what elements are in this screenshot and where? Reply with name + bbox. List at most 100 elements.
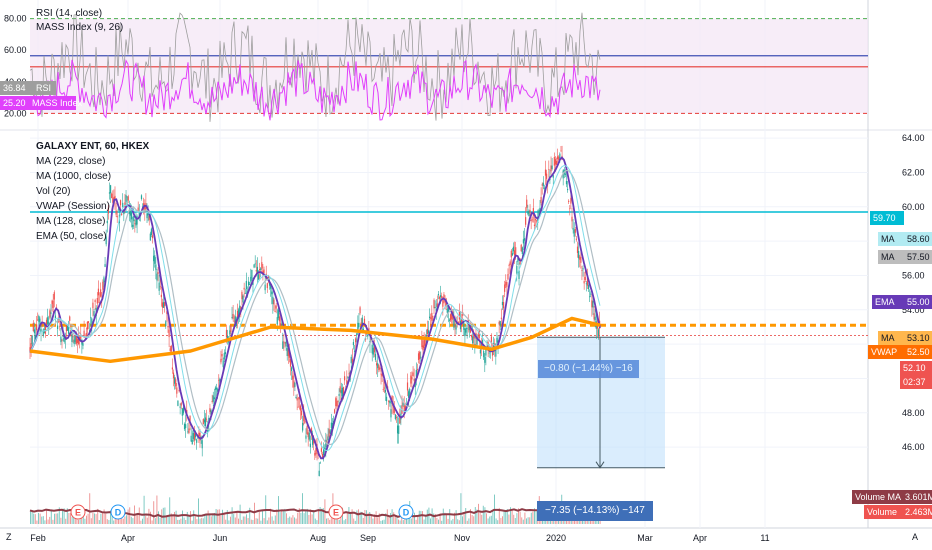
candle-body bbox=[144, 205, 146, 213]
volume-bar bbox=[526, 518, 527, 524]
ema-legend[interactable]: EMA (50, close) bbox=[36, 231, 107, 242]
candle-body bbox=[519, 258, 521, 265]
candle-body bbox=[217, 389, 219, 392]
candle-body bbox=[169, 348, 171, 351]
candle-body bbox=[334, 409, 336, 413]
mass-index-legend[interactable]: MASS Index (9, 26) bbox=[36, 22, 124, 33]
ma-229-line bbox=[29, 165, 601, 452]
ma-tag-3: MA bbox=[878, 331, 904, 345]
candle-body bbox=[536, 220, 538, 222]
candle-body bbox=[596, 324, 598, 329]
candle-body bbox=[187, 431, 189, 433]
ma-tag-2: MA bbox=[878, 250, 904, 264]
volume-bar bbox=[465, 508, 467, 524]
volume-bar bbox=[350, 512, 351, 524]
candle-body bbox=[425, 334, 427, 337]
volume-bar bbox=[231, 507, 233, 524]
volume-bar bbox=[252, 519, 254, 524]
volume-bar bbox=[58, 507, 60, 524]
ma128-legend[interactable]: MA (128, close) bbox=[36, 216, 106, 227]
candle-body bbox=[342, 387, 345, 395]
candle-body bbox=[162, 302, 165, 308]
volume-bar bbox=[489, 516, 491, 524]
volume-bar bbox=[367, 512, 369, 524]
indicator-tick-label: 60.00 bbox=[4, 45, 27, 55]
volume-bar bbox=[398, 519, 399, 524]
volume-bar bbox=[257, 518, 259, 524]
candle-body bbox=[522, 239, 525, 244]
timezone-button[interactable]: Z bbox=[6, 532, 12, 542]
candle-body bbox=[520, 244, 522, 252]
candle-body bbox=[470, 335, 473, 338]
price-tick-label: 60.00 bbox=[902, 202, 925, 212]
price-tick-label: 54.00 bbox=[902, 305, 925, 315]
candle-body bbox=[257, 274, 260, 280]
volume-bar bbox=[476, 509, 478, 524]
candle-body bbox=[538, 210, 540, 219]
volume-bar bbox=[110, 510, 111, 524]
mass-value-tag: 25.20 MASS Index bbox=[0, 96, 82, 110]
candle-body bbox=[521, 247, 523, 255]
candle-body bbox=[324, 447, 326, 451]
candle-body bbox=[476, 336, 478, 345]
volume-bar bbox=[306, 508, 308, 524]
candle-body bbox=[453, 320, 455, 328]
volume-bar bbox=[418, 510, 420, 524]
candle-body bbox=[381, 373, 383, 377]
volume-bar bbox=[159, 517, 161, 524]
volume-bar bbox=[346, 511, 348, 524]
candle-body bbox=[32, 322, 34, 332]
candle-body bbox=[504, 284, 506, 292]
event-marker-label: D bbox=[403, 508, 410, 518]
volume-bar bbox=[439, 513, 441, 524]
candle-body bbox=[34, 335, 37, 341]
candle-body bbox=[178, 390, 180, 391]
volume-bar bbox=[151, 520, 153, 524]
candle-body bbox=[585, 283, 587, 285]
volume-bar bbox=[87, 513, 89, 524]
symbol-title[interactable]: GALAXY ENT, 60, HKEX bbox=[36, 141, 150, 152]
volume-bar bbox=[487, 518, 489, 524]
candle-body bbox=[347, 376, 349, 378]
volume-bar bbox=[180, 518, 182, 524]
candle-body bbox=[557, 156, 559, 160]
candle-body bbox=[495, 349, 497, 357]
volume-bar bbox=[206, 513, 207, 524]
candle-body bbox=[229, 330, 231, 335]
volume-bar bbox=[412, 515, 414, 524]
candle-body bbox=[437, 293, 440, 296]
hline-price-tag: 59.70 bbox=[870, 211, 904, 225]
candle-body bbox=[285, 341, 287, 347]
candle-body bbox=[537, 216, 539, 224]
candle-body bbox=[540, 196, 542, 204]
auto-scale-button[interactable]: A bbox=[912, 532, 919, 542]
candle-body bbox=[206, 418, 208, 420]
volume-bar bbox=[326, 518, 327, 524]
candle-body bbox=[273, 299, 275, 305]
rsi-value-tag: 36.84 RSI bbox=[0, 81, 56, 95]
candle-body bbox=[54, 315, 56, 319]
candle-body bbox=[580, 257, 582, 263]
candle-body bbox=[465, 327, 467, 333]
volume-bar bbox=[33, 513, 35, 524]
candle-body bbox=[126, 196, 128, 198]
candle-body bbox=[438, 297, 441, 299]
volume-bar bbox=[177, 519, 179, 524]
ma229-legend[interactable]: MA (229, close) bbox=[36, 156, 106, 167]
vwap-legend[interactable]: VWAP (Session) bbox=[36, 201, 110, 212]
volume-bar bbox=[359, 511, 361, 524]
candle-body bbox=[493, 343, 495, 349]
candle-body bbox=[321, 453, 324, 458]
rsi-legend[interactable]: RSI (14, close) bbox=[36, 8, 103, 19]
candle-body bbox=[566, 188, 569, 191]
candle-body bbox=[302, 422, 304, 431]
volume-bar bbox=[466, 520, 468, 524]
candle-body bbox=[339, 386, 341, 392]
ma1000-legend[interactable]: MA (1000, close) bbox=[36, 171, 112, 182]
candle-body bbox=[430, 317, 432, 319]
candle-body bbox=[41, 323, 43, 325]
vol-legend[interactable]: Vol (20) bbox=[36, 186, 71, 197]
volume-bar bbox=[410, 518, 412, 524]
